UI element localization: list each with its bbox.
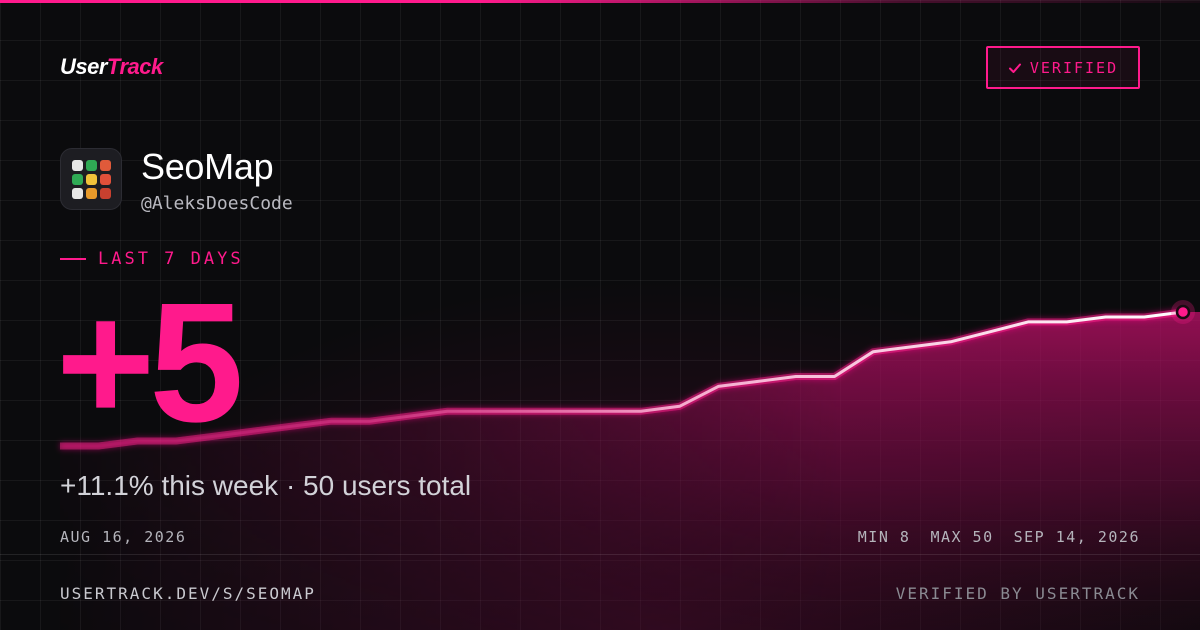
logo-text-main: User bbox=[60, 54, 107, 79]
logo-text-accent: Track bbox=[106, 54, 163, 79]
app-handle: @AleksDoesCode bbox=[141, 193, 293, 214]
footer-divider bbox=[0, 554, 1200, 555]
app-icon bbox=[60, 148, 122, 210]
app-icon-tile bbox=[72, 174, 83, 185]
verified-badge: VERIFIED bbox=[986, 46, 1140, 89]
app-icon-tile bbox=[100, 188, 111, 199]
range-stats: MIN 8 MAX 50 SEP 14, 2026 bbox=[858, 528, 1140, 546]
period-dash bbox=[60, 258, 86, 260]
footer-url-link[interactable]: USERTRACK.DEV/S/SEOMAP bbox=[60, 584, 316, 603]
app-icon-tile bbox=[86, 160, 97, 171]
top-accent-line bbox=[0, 0, 1200, 3]
app-name: SeoMap bbox=[141, 146, 274, 187]
brand-logo[interactable]: UserTrack bbox=[60, 54, 163, 80]
app-icon-tile bbox=[100, 160, 111, 171]
period-text: LAST 7 DAYS bbox=[98, 249, 244, 269]
range-max: MAX 50 bbox=[930, 528, 994, 546]
verified-badge-label: VERIFIED bbox=[1029, 58, 1119, 77]
range-min: MIN 8 bbox=[857, 528, 911, 546]
summary-text: +11.1% this week · 50 users total bbox=[60, 470, 472, 501]
app-icon-tile bbox=[72, 188, 83, 199]
range-end-date: SEP 14, 2026 bbox=[1013, 528, 1140, 546]
footer-verified-by: VERIFIED BY USERTRACK bbox=[895, 584, 1140, 603]
app-icon-tile bbox=[100, 174, 111, 185]
period-label: LAST 7 DAYS bbox=[60, 249, 244, 269]
app-icon-tile bbox=[86, 174, 97, 185]
range-start-date: AUG 16, 2026 bbox=[60, 528, 187, 546]
check-icon bbox=[1008, 63, 1021, 73]
delta-value: +5 bbox=[56, 268, 244, 458]
app-icon-tile bbox=[86, 188, 97, 199]
app-icon-tile bbox=[72, 160, 83, 171]
